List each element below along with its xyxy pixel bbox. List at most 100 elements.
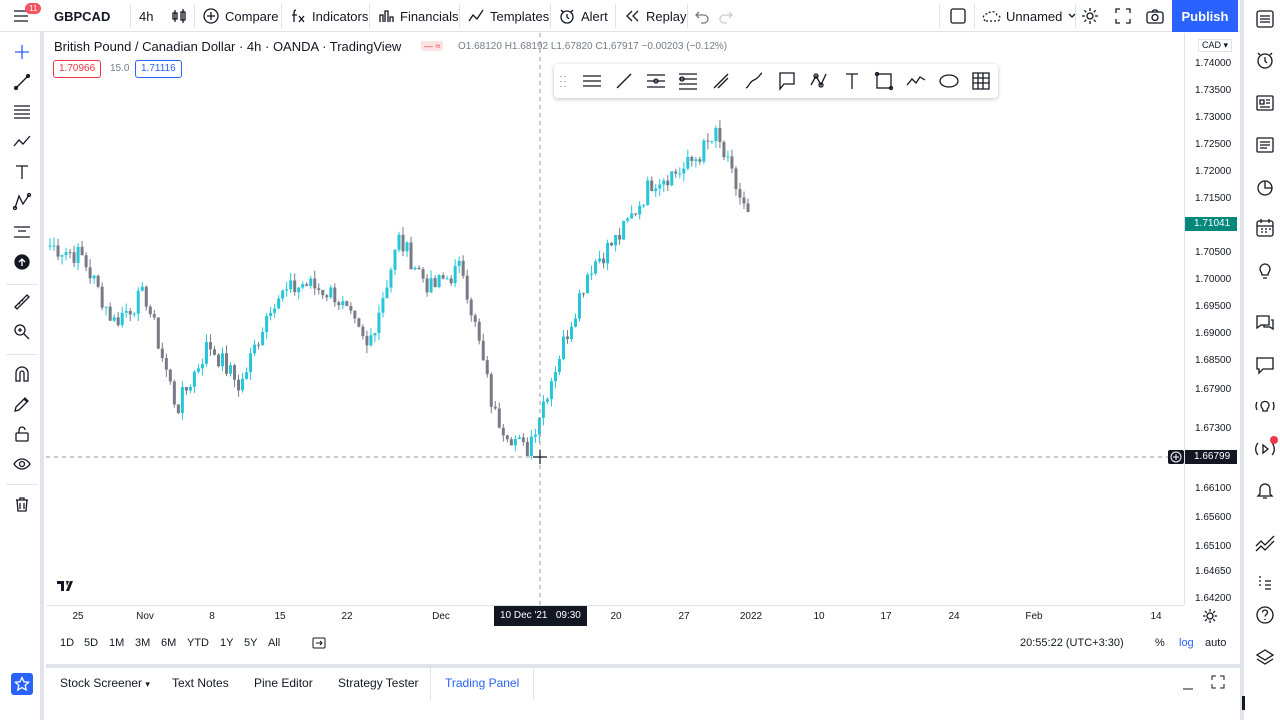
favorites-button[interactable] [10,672,34,696]
trend-line-icon [13,73,31,91]
range-button-ytd[interactable]: YTD [187,637,209,649]
notifications-button[interactable] [1252,477,1278,503]
trading-button[interactable] [1252,530,1278,556]
go-to-date-button[interactable] [311,635,327,656]
hotlist-button[interactable] [1252,393,1278,419]
text-tool-2[interactable] [840,69,864,93]
range-button-5d[interactable]: 5D [84,637,99,649]
icon-tool[interactable] [10,250,34,274]
measure-tool[interactable] [10,290,34,314]
maximize-panel-button[interactable] [1210,674,1226,695]
fib-retracement-tool[interactable] [676,69,700,93]
add-alert-button[interactable] [1168,450,1184,464]
auto-toggle[interactable]: auto [1205,637,1227,649]
remove-drawings-tool[interactable] [10,492,34,516]
sell-price-button[interactable]: 1.70966 [53,60,102,78]
range-button-6m[interactable]: 6M [161,637,177,649]
chats-button[interactable] [1252,310,1278,336]
tab-trading-panel[interactable]: Trading Panel [430,668,535,700]
ideas-button[interactable] [1252,258,1278,284]
grid-tool[interactable] [969,69,993,93]
calendar-button[interactable] [1252,175,1278,201]
hide-drawings-tool[interactable] [10,452,34,476]
price-axis[interactable]: CAD ▾ 1.74000 1.73500 1.73000 1.72500 1.7200… [1184,33,1240,605]
settings-button[interactable] [1081,0,1099,32]
fullscreen-button[interactable] [1114,0,1132,32]
horizontal-lines-tool[interactable] [580,69,604,93]
range-button-1y[interactable]: 1Y [220,637,234,649]
callout-tool[interactable] [775,69,799,93]
interval-button[interactable]: 4h [139,0,153,32]
prediction-tool[interactable] [10,190,34,214]
percent-toggle[interactable]: % [1155,637,1165,649]
range-button-1d[interactable]: 1D [60,637,75,649]
pattern-tool[interactable] [10,130,34,154]
tab-text-notes[interactable]: Text Notes [172,676,229,690]
layout-name-button[interactable]: Unnamed [981,0,1077,32]
undo-button[interactable] [694,0,710,32]
layers-button[interactable] [1252,645,1278,671]
alerts-button[interactable] [1252,47,1278,73]
zoom-tool[interactable] [10,320,34,344]
brush-tool[interactable] [742,69,766,93]
minimize-panel-button[interactable] [1180,676,1196,697]
rectangle-tool[interactable] [872,69,896,93]
tab-pine-editor[interactable]: Pine Editor [254,676,313,690]
data-window-button[interactable] [1252,90,1278,116]
path-tool[interactable] [904,69,928,93]
text-tool[interactable] [10,160,34,184]
range-button-all[interactable]: All [268,637,281,649]
currency-button[interactable]: CAD ▾ [1198,39,1233,52]
magnet-tool[interactable] [10,362,34,386]
ellipse-tool[interactable] [937,69,961,93]
trend-line-tool[interactable] [10,70,34,94]
fib-tool[interactable] [10,100,34,124]
symbol-search[interactable]: GBPCAD [54,0,110,32]
object-tree-button[interactable] [1252,570,1278,596]
path-icon [906,76,926,86]
redo-button[interactable] [718,0,734,32]
stay-drawing-tool[interactable] [10,392,34,416]
lock-drawings-tool[interactable] [10,422,34,446]
drag-handle[interactable] [556,69,570,93]
tradingview-logo[interactable] [55,576,79,596]
arrow-up-circle-icon [14,254,30,270]
buy-price-button[interactable]: 1.71116 [135,60,182,78]
candle-body [124,311,128,313]
publish-button[interactable]: Publish [1172,0,1238,32]
fx-icon [292,9,305,23]
financials-button[interactable]: Financials [377,0,459,32]
tab-stock-screener[interactable]: Stock Screener ▾ [60,676,150,690]
time-axis[interactable]: 25 Nov 8 15 22 Dec 20 27 2022 10 17 24 Feb 14 10 Dec … [46,605,1184,627]
templates-button[interactable]: Templates [467,0,549,32]
replay-button[interactable]: Replay [623,0,686,32]
layout-button[interactable] [949,0,967,32]
range-button-1m[interactable]: 1M [109,637,125,649]
range-button-3m[interactable]: 3M [135,637,151,649]
streams-button[interactable] [1252,352,1278,378]
candle-body [297,287,301,293]
range-button-5y[interactable]: 5Y [244,637,258,649]
crosshair-tool[interactable] [10,40,34,64]
measure-range-tool[interactable] [10,220,34,244]
economic-calendar-button[interactable] [1252,215,1278,241]
help-button[interactable] [1252,602,1278,628]
trend-line-tool-2[interactable] [612,69,636,93]
xabcd-tool[interactable] [807,69,831,93]
candle-body [200,363,204,369]
clock-label[interactable]: 20:55:22 (UTC+3:30) [1020,637,1124,649]
snapshot-button[interactable] [1145,0,1165,32]
templates-icon [468,9,484,22]
watchlist-button[interactable] [1252,6,1278,32]
indicators-button[interactable]: Indicators [289,0,368,32]
axis-settings-button[interactable] [1201,607,1219,630]
chart-type-button[interactable] [170,0,188,32]
ray-tool[interactable] [709,69,733,93]
tab-strategy-tester[interactable]: Strategy Tester [338,676,419,690]
compare-button[interactable]: Compare [202,0,278,32]
log-toggle[interactable]: log [1179,637,1194,649]
news-button[interactable] [1252,132,1278,158]
alert-button[interactable]: Alert [558,0,608,32]
parallel-channel-tool[interactable] [644,69,668,93]
chart-pane[interactable]: British Pound / Canadian Dollar · 4h · O… [46,33,1184,605]
